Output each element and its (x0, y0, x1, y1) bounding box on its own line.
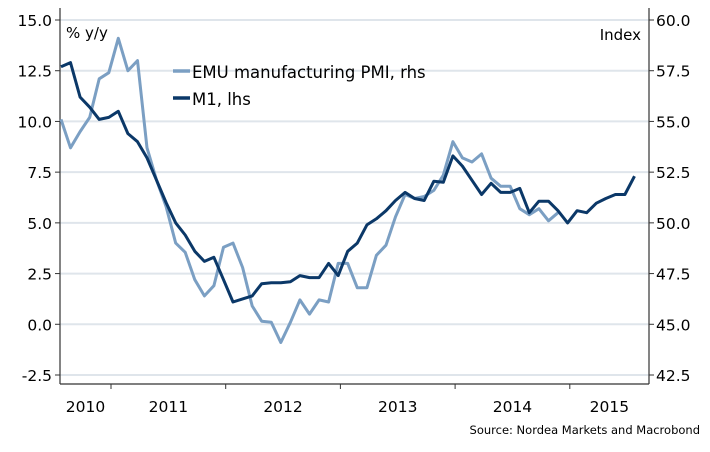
right-tick-label: 57.5 (656, 63, 691, 81)
x-tick-label: 2012 (263, 398, 302, 416)
left-tick-label: 15.0 (17, 12, 52, 30)
left-axis-label: % y/y (66, 24, 108, 42)
tick-labels: 15.0 60.0 12.5 57.5 10.0 55.0 7.5 52.5 5.0 50.0 2.… (17, 12, 690, 416)
right-tick-label: 42.5 (656, 367, 691, 385)
left-tick-label: 12.5 (17, 63, 52, 81)
m1-series-line (60, 61, 636, 304)
series-lines (59, 36, 636, 344)
legend: EMU manufacturing PMI, rhs M1, lhs (173, 63, 426, 109)
right-tick-label: 52.5 (656, 164, 691, 182)
right-tick-label: 47.5 (656, 266, 691, 284)
right-tick-label: 50.0 (656, 215, 691, 233)
axes (55, 8, 654, 389)
pmi-series-line (59, 36, 559, 344)
legend-label-pmi: EMU manufacturing PMI, rhs (192, 63, 426, 82)
left-tick-label: 0.0 (27, 316, 52, 334)
left-tick-label: 2.5 (27, 266, 52, 284)
left-tick-label: 10.0 (17, 113, 52, 131)
source-note: Source: Nordea Markets and Macrobond (470, 423, 700, 437)
x-tick-label: 2015 (590, 398, 629, 416)
x-tick-label: 2014 (493, 398, 532, 416)
right-tick-label: 45.0 (656, 316, 691, 334)
x-tick-label: 2011 (149, 398, 188, 416)
right-tick-label: 60.0 (656, 12, 691, 30)
left-tick-label: 7.5 (27, 164, 52, 182)
x-tick-label: 2010 (66, 398, 105, 416)
right-tick-label: 55.0 (656, 113, 691, 131)
left-tick-label: -2.5 (22, 367, 52, 385)
gridlines (60, 19, 649, 376)
right-axis-label: Index (600, 26, 641, 44)
left-tick-label: 5.0 (27, 215, 52, 233)
x-tick-label: 2013 (378, 398, 417, 416)
legend-label-m1: M1, lhs (192, 90, 251, 109)
